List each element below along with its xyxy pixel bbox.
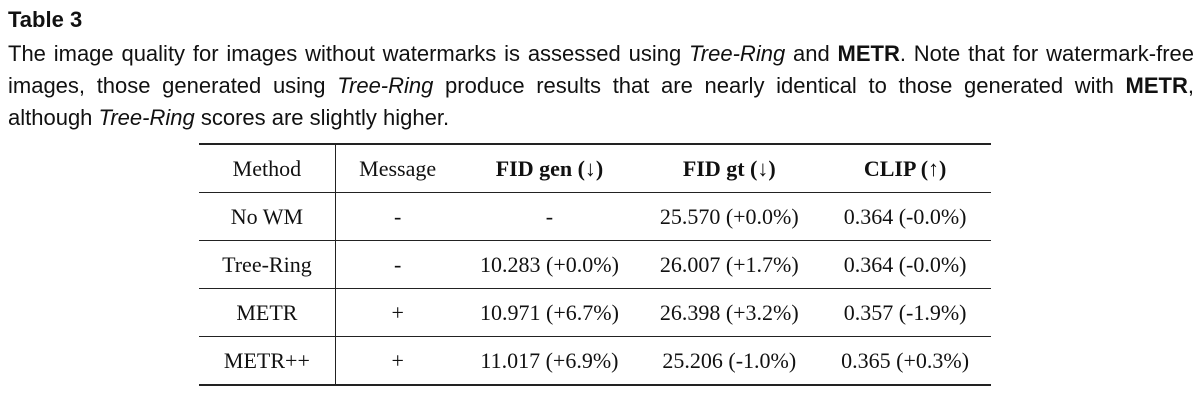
cell-method: Tree-Ring — [199, 240, 336, 289]
cell-message: - — [335, 240, 460, 289]
cell-fid-gen: - — [459, 192, 640, 241]
table-label: Table 3 — [8, 7, 83, 32]
cell-fid-gen: 11.017 (+6.9%) — [459, 336, 640, 386]
cell-message: + — [335, 288, 460, 337]
cell-fid-gen: 10.283 (+0.0%) — [459, 240, 640, 289]
cell-fid-gt: 25.206 (-1.0%) — [639, 336, 820, 386]
header-fid-gt: FID gt (↓) — [639, 143, 820, 193]
results-table: Method Message FID gen (↓) FID gt (↓) CL… — [199, 143, 991, 386]
caption-tree-ring: Tree-Ring — [689, 41, 786, 66]
cell-fid-gen: 10.971 (+6.7%) — [459, 288, 640, 337]
caption-tree-ring: Tree-Ring — [98, 105, 195, 130]
cell-message: - — [335, 192, 460, 241]
caption-text: , although — [8, 73, 1194, 130]
caption-text: and — [785, 41, 838, 66]
header-clip: CLIP (↑) — [819, 143, 991, 193]
cell-clip: 0.365 (+0.3%) — [819, 336, 991, 386]
header-method: Method — [199, 143, 336, 193]
cell-fid-gt: 25.570 (+0.0%) — [639, 192, 820, 241]
caption-tree-ring: Tree-Ring — [337, 73, 434, 98]
cell-clip: 0.364 (-0.0%) — [819, 192, 991, 241]
caption-text: produce results that are nearly identica… — [433, 73, 1126, 98]
table-row: No WM - - 25.570 (+0.0%) 0.364 (-0.0%) — [199, 192, 991, 241]
caption-text: scores are slightly higher. — [194, 105, 450, 130]
table-row: Tree-Ring - 10.283 (+0.0%) 26.007 (+1.7%… — [199, 240, 991, 289]
cell-method: No WM — [199, 192, 336, 241]
cell-fid-gt: 26.007 (+1.7%) — [639, 240, 820, 289]
table-row: METR + 10.971 (+6.7%) 26.398 (+3.2%) 0.3… — [199, 288, 991, 337]
cell-clip: 0.364 (-0.0%) — [819, 240, 991, 289]
caption-metr: METR — [837, 41, 900, 66]
table-row: METR++ + 11.017 (+6.9%) 25.206 (-1.0%) 0… — [199, 336, 991, 386]
header-fid-gen: FID gen (↓) — [459, 143, 640, 193]
caption-text: The image quality for images without wat… — [8, 41, 689, 66]
cell-clip: 0.357 (-1.9%) — [819, 288, 991, 337]
table-caption: The image quality for images without wat… — [8, 38, 1194, 134]
cell-fid-gt: 26.398 (+3.2%) — [639, 288, 820, 337]
caption-text: . Note that for watermark-free images, t… — [8, 41, 1194, 98]
header-message: Message — [335, 143, 460, 193]
table-header-row: Method Message FID gen (↓) FID gt (↓) CL… — [199, 143, 991, 193]
caption-metr: METR — [1125, 73, 1188, 98]
cell-method: METR — [199, 288, 336, 337]
cell-message: + — [335, 336, 460, 386]
cell-method: METR++ — [199, 336, 336, 386]
